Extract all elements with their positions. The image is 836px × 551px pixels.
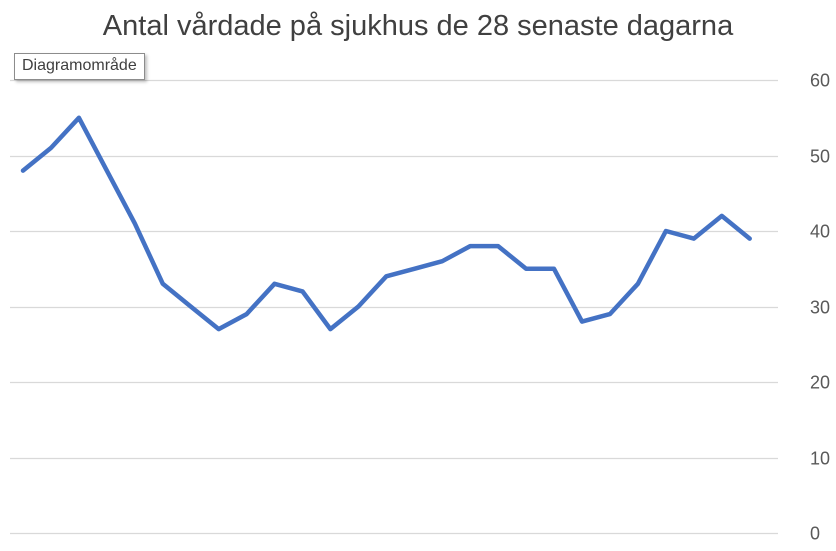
data-point[interactable] [132, 220, 138, 226]
data-point[interactable] [76, 115, 82, 121]
data-point[interactable] [719, 213, 725, 219]
data-point[interactable] [188, 304, 194, 310]
y-tick-label: 40 [810, 222, 830, 242]
y-tick-label: 30 [810, 298, 830, 318]
y-tick-label: 0 [810, 524, 820, 544]
data-point[interactable] [523, 266, 529, 272]
data-point[interactable] [579, 319, 585, 325]
data-point[interactable] [355, 304, 361, 310]
data-point[interactable] [747, 236, 753, 242]
series-layer [20, 115, 753, 332]
data-point[interactable] [160, 281, 166, 287]
data-point[interactable] [635, 281, 641, 287]
data-point[interactable] [439, 258, 445, 264]
y-tick-label: 50 [810, 147, 830, 167]
data-point[interactable] [20, 168, 26, 174]
data-point[interactable] [244, 311, 250, 317]
data-point[interactable] [272, 281, 278, 287]
data-point[interactable] [300, 288, 306, 294]
chart-title: Antal vårdade på sjukhus de 28 senaste d… [102, 10, 734, 42]
data-point[interactable] [411, 266, 417, 272]
y-axis-ticks: 0 10 20 30 40 50 60 [810, 71, 830, 544]
data-point[interactable] [467, 243, 473, 249]
data-point[interactable] [663, 228, 669, 234]
data-point[interactable] [104, 168, 110, 174]
data-point[interactable] [495, 243, 501, 249]
y-tick-label: 10 [810, 449, 830, 469]
data-point[interactable] [327, 326, 333, 332]
y-tick-label: 60 [810, 71, 830, 91]
data-point[interactable] [216, 326, 222, 332]
data-point[interactable] [383, 273, 389, 279]
data-point[interactable] [551, 266, 557, 272]
data-point[interactable] [48, 145, 54, 151]
gridlines [10, 79, 778, 535]
data-point[interactable] [607, 311, 613, 317]
chart-area-tooltip: Diagramområde [14, 53, 145, 80]
y-tick-label: 20 [810, 373, 830, 393]
series-line-0[interactable] [20, 115, 752, 332]
data-point[interactable] [691, 236, 697, 242]
